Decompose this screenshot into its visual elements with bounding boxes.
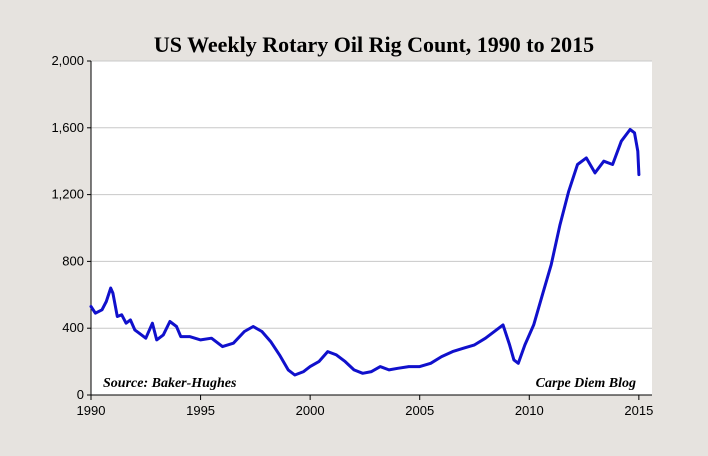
y-tick-label: 400 <box>62 320 84 335</box>
data-point <box>576 163 579 166</box>
data-point <box>636 150 639 153</box>
data-point <box>550 263 553 266</box>
chart-title: US Weekly Rotary Oil Rig Count, 1990 to … <box>154 32 594 57</box>
data-point <box>105 300 108 303</box>
data-point <box>199 338 202 342</box>
data-point <box>317 360 321 363</box>
data-point <box>429 362 432 365</box>
data-point <box>387 368 391 372</box>
y-tick-label: 2,000 <box>51 53 84 68</box>
x-tick-label: 1990 <box>77 403 106 418</box>
data-point <box>628 128 632 131</box>
data-point <box>593 171 597 175</box>
data-point <box>144 337 147 340</box>
data-point <box>523 343 527 347</box>
data-point <box>508 343 511 347</box>
data-point <box>512 358 516 362</box>
data-point <box>484 337 487 340</box>
data-point <box>361 372 364 375</box>
data-point <box>269 340 272 343</box>
series-layer <box>89 128 641 377</box>
gridlines <box>91 60 652 329</box>
data-point <box>558 223 562 226</box>
data-point <box>155 338 158 342</box>
data-point <box>109 286 112 290</box>
data-point <box>440 355 443 358</box>
data-point <box>278 353 281 357</box>
data-point <box>407 365 410 368</box>
data-point <box>451 350 454 353</box>
data-point <box>396 367 399 370</box>
data-point <box>352 368 356 372</box>
data-point <box>418 365 421 368</box>
data-point <box>179 335 182 338</box>
data-point <box>287 368 290 372</box>
x-tick-label: 2000 <box>296 403 325 418</box>
y-tick-label: 0 <box>77 387 84 402</box>
data-point <box>168 320 172 323</box>
y-tick-label: 800 <box>62 253 84 268</box>
data-point <box>162 333 165 337</box>
data-point <box>133 328 136 332</box>
data-point <box>210 337 213 340</box>
data-point <box>473 343 476 347</box>
plot-area <box>91 61 652 395</box>
data-point <box>151 322 154 325</box>
y-tick-label: 1,200 <box>51 187 84 202</box>
x-tick-label: 2005 <box>405 403 434 418</box>
data-point <box>138 332 141 335</box>
data-point <box>94 312 97 315</box>
data-point <box>252 325 255 328</box>
data-point <box>501 323 505 327</box>
source-annotation: Source: Baker-Hughes <box>103 376 237 391</box>
data-point <box>221 345 224 348</box>
data-point <box>232 342 235 345</box>
data-point <box>620 140 623 143</box>
data-point <box>541 293 544 296</box>
blog-annotation: Carpe Diem Blog <box>536 376 636 391</box>
data-point <box>302 370 305 373</box>
data-point <box>175 325 178 328</box>
data-point <box>379 365 382 368</box>
y-tick-label: 1,600 <box>51 120 84 135</box>
data-point <box>120 313 123 316</box>
series-line <box>89 128 641 377</box>
data-point <box>100 308 104 311</box>
x-tick-label: 2010 <box>515 403 544 418</box>
data-point <box>585 156 588 160</box>
data-point <box>611 163 614 166</box>
data-point <box>344 360 347 363</box>
data-point <box>116 315 119 318</box>
data-point <box>517 362 520 365</box>
data-point <box>462 347 465 350</box>
data-point <box>111 291 115 295</box>
data-point <box>567 190 570 193</box>
x-tick-label: 1995 <box>186 403 215 418</box>
data-point <box>326 350 329 353</box>
data-point <box>633 131 636 134</box>
data-point <box>89 305 93 308</box>
data-point <box>602 160 605 163</box>
data-point <box>293 373 296 377</box>
data-point <box>243 330 246 333</box>
x-tick-label: 2015 <box>624 403 653 418</box>
data-point <box>370 370 373 373</box>
data-point <box>188 335 191 338</box>
data-point <box>129 318 132 322</box>
data-point <box>308 365 312 368</box>
data-point <box>124 322 128 325</box>
data-point <box>335 353 338 357</box>
data-point <box>495 328 498 332</box>
data-point <box>260 330 264 333</box>
data-point <box>637 173 641 176</box>
axes: 0 400 800 1,200 1,600 2,000 1990 1995 2000 2005 20… <box>51 53 653 418</box>
data-point <box>532 323 535 327</box>
